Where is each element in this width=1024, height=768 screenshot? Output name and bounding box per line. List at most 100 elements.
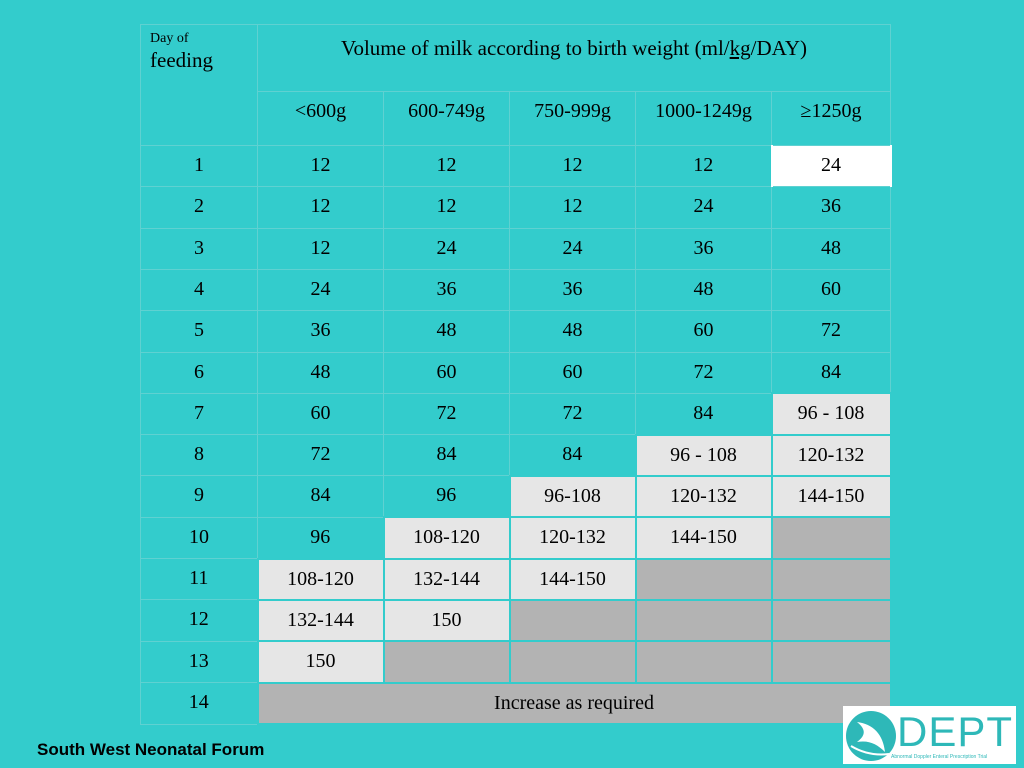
volume-cell: 60 [257,392,384,436]
volume-cell: 60 [383,351,510,394]
day-cell: 9 [140,475,258,518]
table-row: 4 24 36 36 48 60 [140,268,892,312]
weight-column-header: <600g [257,90,384,146]
weight-column-header: ≥1250g [770,90,892,146]
volume-cell: 96 [383,475,510,518]
increase-as-required-cell: Increase as required [256,681,892,725]
day-cell: 3 [140,227,258,270]
volume-cell: 96 - 108 [770,392,892,436]
volume-cell: 24 [770,144,892,188]
volume-cell [770,516,892,560]
table-row: 3 12 24 24 36 48 [140,227,892,270]
volume-cell: 24 [635,186,772,229]
header-row-title: Day of feeding Volume of milk according … [140,24,892,146]
table-row: 10 96 108-120 120-132 144-150 [140,516,892,560]
volume-cell: 48 [635,268,772,312]
volume-cell [634,598,773,643]
volume-cell: 84 [257,475,384,518]
volume-cell: 36 [257,310,384,353]
table-row: 12 132-144 150 [140,598,892,643]
volume-header-unit: kg [729,36,751,60]
volume-cell: 132-144 [382,557,511,601]
volume-cell: 72 [770,310,892,353]
logo-wordmark: DEPT [897,708,1014,755]
volume-cell: 60 [770,268,892,312]
volume-cell: 120-132 [770,433,892,477]
volume-cell: 36 [383,268,510,312]
volume-cell: 144-150 [634,516,773,560]
table-row: 1 12 12 12 12 24 [140,144,892,188]
volume-cell: 72 [383,392,510,436]
volume-cell: 60 [635,310,772,353]
volume-cell [382,640,511,684]
table-row: 11 108-120 132-144 144-150 [140,557,892,601]
volume-cell: 24 [383,227,510,270]
day-cell: 13 [140,640,258,684]
table-row: 9 84 96 96-108 120-132 144-150 [140,474,892,519]
day-cell: 12 [140,599,258,642]
day-header-big: feeding [150,48,213,72]
volume-cell: 96 [257,516,384,560]
volume-cell: 144-150 [770,474,892,519]
volume-cell: 36 [770,186,892,229]
volume-cell [770,640,892,684]
volume-cell: 72 [257,434,384,477]
volume-cell: 12 [383,144,510,188]
volume-cell: 12 [257,144,384,188]
day-cell: 4 [140,268,258,312]
volume-cell: 132-144 [256,598,385,643]
volume-cell: 24 [257,268,384,312]
volume-cell: 72 [635,351,772,394]
volume-cell: 24 [509,227,636,270]
volume-cell: 12 [257,227,384,270]
footer-organisation: South West Neonatal Forum [37,740,265,759]
volume-cell: 84 [770,351,892,394]
volume-cell: 96 - 108 [634,433,773,477]
volume-header-prefix: Volume of milk according to birth weight… [340,36,730,60]
feeding-volume-table: Day of feeding Volume of milk according … [140,24,892,725]
volume-cell: 84 [635,392,772,436]
volume-cell: 150 [256,640,385,684]
volume-cell: 60 [509,351,636,394]
volume-header: Volume of milk according to birth weight… [256,24,892,92]
volume-cell: 108-120 [382,516,511,560]
table-row: 8 72 84 84 96 - 108 120-132 [140,433,892,477]
volume-cell: 36 [635,227,772,270]
day-cell: 8 [140,434,258,477]
table-row: 2 12 12 12 24 36 [140,186,892,229]
weight-column-header: 600-749g [383,90,510,146]
volume-cell: 36 [509,268,636,312]
volume-cell: 12 [509,186,636,229]
logo-subtitle: Abnormal Doppler Enteral Prescription Tr… [891,754,988,760]
table-row: 6 48 60 60 72 84 [140,351,892,394]
day-cell: 11 [140,558,258,601]
volume-cell [770,598,892,643]
weight-column-header: 1000-1249g [635,90,772,146]
volume-cell: 108-120 [256,557,385,601]
day-cell: 7 [140,392,258,436]
dept-logo: DEPT Abnormal Doppler Enteral Prescripti… [843,706,1016,764]
volume-cell: 48 [770,227,892,270]
volume-cell [634,640,773,684]
volume-cell: 48 [509,310,636,353]
day-cell: 2 [140,186,258,229]
volume-cell: 12 [257,186,384,229]
table-row: 14 Increase as required [140,681,892,725]
volume-cell: 12 [383,186,510,229]
table-row: 13 150 [140,640,892,684]
day-cell: 1 [140,144,258,188]
volume-cell: 150 [382,598,511,643]
stork-emblem-icon [843,706,1016,764]
volume-cell: 120-132 [508,516,637,560]
day-cell: 14 [140,682,258,725]
day-cell: 6 [140,351,258,394]
volume-cell [508,640,637,684]
table-row: 5 36 48 48 60 72 [140,310,892,353]
day-cell: 5 [140,310,258,353]
volume-cell: 12 [635,144,772,188]
volume-cell: 48 [383,310,510,353]
day-of-feeding-header: Day of feeding [140,24,258,146]
weight-column-header: 750-999g [509,90,636,146]
day-header-small: Day of [150,31,189,46]
volume-cell [508,598,637,643]
